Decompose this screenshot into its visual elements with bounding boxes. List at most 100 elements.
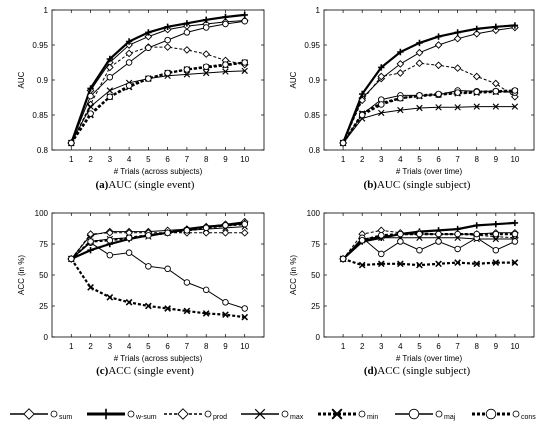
legend: sum w-sum prod max min maj cons <box>10 408 536 421</box>
data-point <box>511 219 519 227</box>
data-point <box>397 48 404 56</box>
y-tick-label: 0.9 <box>309 76 321 85</box>
data-point <box>105 63 114 72</box>
x-tick-label: 5 <box>417 155 422 164</box>
series-line <box>70 46 245 144</box>
x-tick-label: 8 <box>475 155 480 164</box>
data-point <box>105 229 114 237</box>
series-line <box>342 229 515 260</box>
data-point <box>125 249 133 256</box>
plot-area <box>51 9 265 151</box>
legend-item-cons: cons <box>472 408 536 421</box>
y-axis-label: AUC <box>289 71 298 88</box>
chart-panel-2: 1 2 3 4 5 6 7 8 9 10 0.8 0.85 0.9 0.95 1 # Trials (over… <box>289 6 535 176</box>
legend-label: prod <box>213 414 227 421</box>
data-point <box>454 245 461 253</box>
data-point <box>87 92 94 100</box>
x-tick-label: 5 <box>417 342 422 351</box>
series-cons <box>339 87 519 147</box>
series-max <box>68 67 248 147</box>
data-point <box>492 230 500 238</box>
data-point <box>164 36 171 44</box>
y-tick-label: 0.8 <box>37 146 49 155</box>
data-point <box>221 229 230 237</box>
x-tick-label: 10 <box>240 342 249 351</box>
chart-panel-1: 1 2 3 4 5 6 7 8 9 10 0.8 0.85 0.9 0.95 1 # Trials (acro… <box>17 6 265 176</box>
y-tick-label: 0 <box>316 333 321 342</box>
data-point <box>473 88 480 96</box>
x-tick-label: 9 <box>223 155 228 164</box>
data-point <box>473 103 480 110</box>
data-point <box>125 38 133 45</box>
y-tick-label: 0.95 <box>304 41 320 50</box>
data-point <box>377 260 385 268</box>
data-point <box>358 261 366 269</box>
data-point <box>453 34 462 43</box>
data-point <box>86 100 95 109</box>
data-point <box>164 23 171 30</box>
y-tick-label: 0.95 <box>32 41 48 50</box>
data-point <box>164 305 171 312</box>
data-point <box>241 59 248 66</box>
data-point <box>125 82 133 89</box>
series-line <box>342 233 515 260</box>
data-point <box>511 22 519 29</box>
data-point <box>183 29 191 36</box>
legend-marker <box>177 408 189 420</box>
data-point <box>222 299 229 306</box>
x-tick-label: 8 <box>204 155 209 164</box>
data-point <box>415 48 424 57</box>
legend-label: sum <box>59 414 72 421</box>
data-point <box>454 230 461 238</box>
data-point <box>145 302 152 310</box>
data-point <box>492 246 500 254</box>
y-tick-label: 75 <box>311 240 320 249</box>
data-point <box>241 220 248 228</box>
data-point <box>145 75 152 82</box>
data-point <box>106 87 114 94</box>
data-point <box>453 64 462 72</box>
x-tick-label: 6 <box>165 342 170 351</box>
legend-label: maj <box>444 414 456 421</box>
data-point <box>435 33 442 40</box>
data-point <box>241 17 248 25</box>
legend-item-max: max <box>241 408 304 421</box>
x-tick-label: 3 <box>108 155 113 164</box>
x-tick-label: 4 <box>398 155 403 164</box>
data-point <box>145 263 152 270</box>
data-point <box>491 79 500 88</box>
data-point <box>241 67 248 75</box>
y-tick-label: 1 <box>44 6 49 15</box>
data-point <box>473 260 481 268</box>
y-axis-label: AUC <box>17 71 26 88</box>
x-tick-label: 10 <box>240 155 249 164</box>
caption-a: (a)AUC (single event) <box>20 179 270 191</box>
data-point <box>397 260 404 268</box>
data-point <box>397 230 404 238</box>
data-point <box>202 50 211 58</box>
data-point <box>183 46 191 54</box>
data-point <box>397 238 404 245</box>
data-point <box>145 232 152 239</box>
x-tick-label: 10 <box>510 342 519 351</box>
caption-b: (b)AUC (single subject) <box>292 179 542 191</box>
x-axis-label: # Trials (across subjects) <box>114 354 203 363</box>
data-point <box>396 69 405 77</box>
data-point <box>511 87 519 94</box>
series-cons <box>68 59 248 147</box>
caption-d: (d)ACC (single subject) <box>292 365 542 377</box>
data-point <box>222 311 229 319</box>
data-point <box>241 313 249 321</box>
x-tick-label: 8 <box>204 342 209 351</box>
data-point <box>183 227 191 234</box>
y-axis-label: ACC (in %) <box>289 255 298 295</box>
data-point <box>106 237 114 244</box>
data-point <box>416 104 423 112</box>
y-tick-label: 75 <box>39 240 48 249</box>
data-point <box>183 279 191 286</box>
x-tick-label: 3 <box>108 342 113 351</box>
series-cons <box>339 230 519 263</box>
data-point <box>164 229 171 237</box>
series-line <box>70 13 245 144</box>
